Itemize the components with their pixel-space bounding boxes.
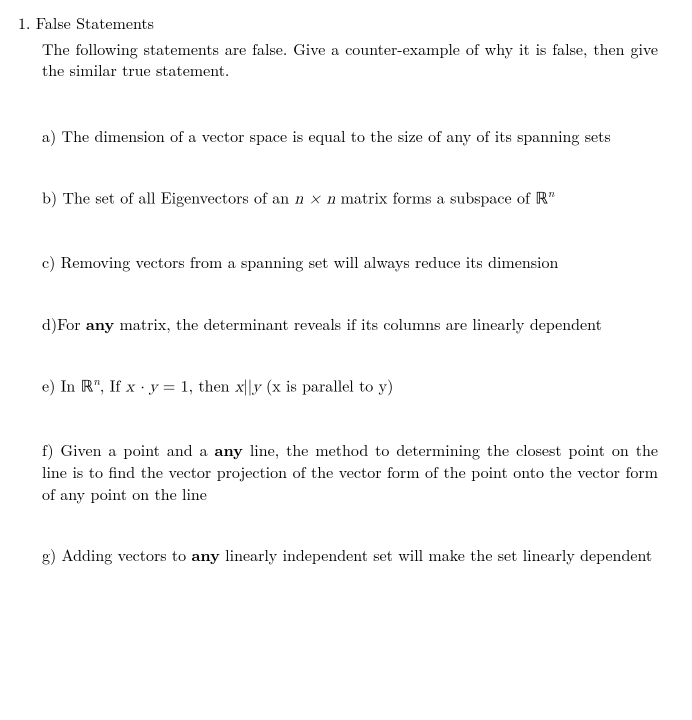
item-label: a) — [42, 124, 56, 147]
item-label: b) — [42, 186, 57, 209]
math-y: y — [252, 380, 260, 396]
math-xy: x · y — [126, 380, 158, 396]
item-a: a) The dimension of a vector space is eq… — [42, 125, 658, 147]
math-real: ℝ — [81, 379, 94, 396]
item-d: d)For any matrix, the determinant reveal… — [42, 313, 658, 335]
item-text: linearly independent set will make the s… — [220, 543, 652, 566]
item-text: matrix, the determinant reveals if its c… — [114, 312, 602, 335]
item-text: , If — [100, 374, 126, 397]
item-text: matrix forms a subspace of — [335, 186, 535, 209]
item-text: = 1, then — [158, 374, 235, 397]
item-b: b) The set of all Eigenvectors of an n ×… — [42, 186, 658, 211]
item-text: Adding vectors to — [56, 543, 191, 566]
math-nxn: n × n — [294, 192, 335, 208]
problem-number: 1. — [18, 11, 30, 34]
item-text: The dimension of a vector space is equal… — [56, 124, 610, 147]
bold-any: any — [191, 543, 219, 566]
item-text: For — [57, 312, 86, 335]
item-text: Given a point and a — [54, 438, 215, 461]
item-text: Removing vectors from a spanning set wil… — [55, 250, 558, 273]
item-e: e) In ℝn, If x · y = 1, then x||y (x is … — [42, 374, 658, 399]
item-label: c) — [42, 250, 55, 273]
problem-title: False Statements — [36, 11, 154, 34]
item-label: d) — [42, 312, 57, 335]
problem-intro: The following statements are false. Give… — [42, 38, 658, 81]
item-label: e) — [42, 374, 55, 397]
math-sup: n — [548, 185, 554, 201]
problem-header: 1. False Statements — [18, 12, 658, 34]
math-parallel: || — [243, 374, 252, 397]
bold-any: any — [86, 312, 114, 335]
item-text: In — [55, 374, 80, 397]
math-real: ℝ — [535, 191, 548, 208]
item-f: f) Given a point and a any line, the met… — [42, 439, 658, 504]
item-label: f) — [42, 438, 54, 461]
item-label: g) — [42, 543, 56, 566]
item-g: g) Adding vectors to any linearly indepe… — [42, 544, 658, 566]
item-c: c) Removing vectors from a spanning set … — [42, 251, 658, 273]
bold-any: any — [215, 438, 243, 461]
item-text: (x is parallel to y) — [261, 374, 394, 397]
item-text: The set of all Eigenvectors of an — [57, 186, 294, 209]
